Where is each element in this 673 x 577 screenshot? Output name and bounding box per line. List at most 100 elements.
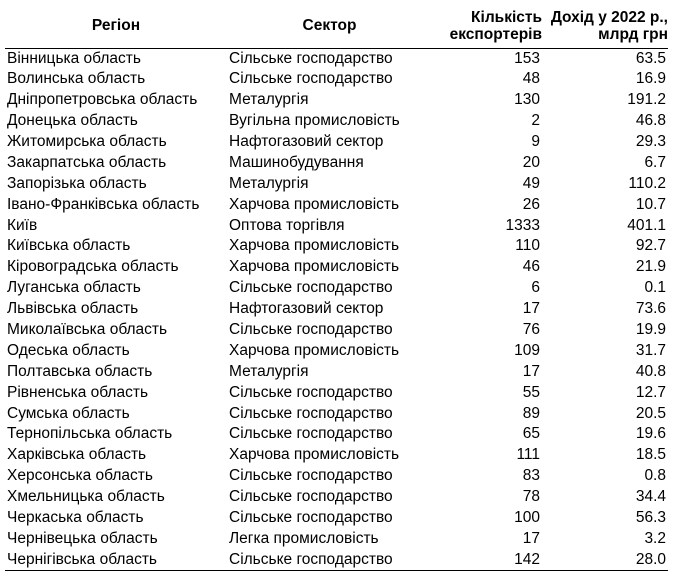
cell-region: Чернігівська область: [5, 549, 227, 571]
table-row: Черкаська область Сільське господарство 10…: [5, 508, 668, 529]
cell-sector: Сільське господарство: [229, 279, 393, 297]
cell-sector: Сільське господарство: [229, 70, 393, 88]
cell-income: 401.1: [627, 216, 666, 234]
cell-income: 40.8: [635, 362, 666, 380]
cell-exporters: 17: [522, 300, 540, 318]
cell-exporters: 48: [522, 70, 540, 88]
header-income-line2: млрд грн: [598, 25, 668, 43]
header-sector: Сектор: [227, 4, 432, 49]
table-row: Луганська область Сільське господарство 6 0…: [5, 278, 668, 299]
cell-income: 46.8: [635, 112, 666, 130]
cell-income: 19.6: [635, 425, 666, 443]
cell-sector: Сільське господарство: [227, 549, 432, 571]
cell-sector: Сільське господарство: [229, 488, 393, 506]
cell-exporters: 153: [514, 49, 540, 67]
cell-income: 29.3: [635, 133, 666, 150]
cell-exporters: 9: [531, 133, 540, 150]
cell-income: 56.3: [635, 509, 666, 527]
table-row: Вінницька область Сільське господарство 15…: [5, 48, 668, 69]
table-row: Тернопільська область Сільське господарст…: [5, 424, 668, 445]
cell-region: Одеська область: [7, 341, 130, 359]
cell-region: Житомирська область: [7, 133, 167, 150]
cell-sector: Нафтогазовий сектор: [229, 133, 384, 150]
cell-sector: Сільське господарство: [229, 383, 393, 401]
cell-region: Вінницька область: [7, 49, 141, 67]
cell-income: 20.5: [635, 404, 666, 422]
cell-exporters: 6: [531, 279, 540, 297]
cell-exporters: 46: [522, 258, 540, 276]
cell-sector: Харчова промисловість: [229, 195, 400, 213]
table-row: Полтавська область Металургія 17 40.8: [5, 361, 668, 382]
cell-exporters: 130: [514, 91, 540, 109]
cell-exporters: 142: [432, 549, 542, 571]
cell-exporters: 65: [522, 425, 540, 443]
cell-income: 31.7: [635, 341, 666, 359]
table-row: Донецька область Вугільна промисловість 2 4…: [5, 111, 668, 132]
cell-sector: Сільське господарство: [229, 404, 393, 422]
cell-exporters: 26: [522, 195, 540, 213]
cell-region: Тернопільська область: [7, 425, 173, 443]
header-row: Регіон Сектор Кількість експортерів Дохі…: [5, 4, 668, 49]
cell-exporters: 17: [522, 362, 540, 380]
cell-sector: Сільське господарство: [229, 321, 393, 339]
table-body: Вінницька область Сільське господарство 15…: [5, 48, 668, 571]
cell-region: Закарпатська область: [7, 153, 167, 171]
cell-exporters: 110: [515, 237, 540, 255]
table-row: Запорізька область Металургія 49 110.2: [5, 173, 668, 194]
table-row: Закарпатська область Машинобудування 20 6.7: [5, 152, 668, 173]
header-income-line1: Дохід у 2022 р.,: [550, 8, 668, 26]
cell-region: Запорізька область: [7, 174, 147, 192]
cell-income: 0.8: [644, 467, 666, 485]
cell-region: Київська область: [7, 237, 131, 255]
cell-region: Київ: [7, 216, 38, 234]
cell-income: 0.1: [644, 279, 666, 297]
cell-sector: Сільське господарство: [229, 467, 393, 485]
cell-sector: Вугільна промисловість: [229, 112, 400, 130]
table-row: Одеська область Харчова промисловість 109 3…: [5, 340, 668, 361]
cell-sector: Оптова торгівля: [229, 216, 345, 234]
cell-income: 19.9: [635, 321, 666, 339]
table-row: Миколаївська область Сільське господарств…: [5, 320, 668, 341]
cell-income: 16.9: [635, 70, 666, 88]
cell-income: 21.9: [635, 258, 666, 276]
cell-exporters: 1333: [505, 216, 540, 234]
table-row: Житомирська область Нафтогазовий сектор 9 2…: [5, 132, 668, 153]
cell-sector: Металургія: [229, 174, 309, 192]
cell-sector: Харчова промисловість: [229, 446, 400, 464]
cell-sector: Легка промисловість: [229, 529, 379, 547]
cell-income: 18.5: [635, 446, 666, 464]
cell-income: 110.2: [628, 174, 666, 192]
cell-income: 34.4: [635, 488, 666, 506]
cell-exporters: 76: [522, 321, 540, 339]
cell-region: Херсонська область: [7, 467, 153, 485]
cell-income: 10.7: [635, 195, 666, 213]
cell-sector: Сільське господарство: [229, 425, 393, 443]
table-row: Хмельницька область Сільське господарство…: [5, 487, 668, 508]
cell-exporters: 20: [522, 153, 540, 171]
cell-income: 3.2: [644, 529, 666, 547]
cell-region: Луганська область: [7, 279, 141, 297]
cell-region: Львівська область: [7, 300, 139, 318]
cell-exporters: 83: [522, 467, 540, 485]
cell-income: 28.0: [542, 549, 668, 571]
cell-income: 191.2: [627, 91, 666, 109]
table-row: Сумська область Сільське господарство 89 20…: [5, 403, 668, 424]
cell-region: Волинська область: [7, 70, 146, 88]
cell-sector: Металургія: [229, 91, 309, 109]
cell-region: Рівненська область: [7, 383, 149, 401]
table-row: Київська область Харчова промисловість 110…: [5, 236, 668, 257]
table-row: Дніпропетровська область Металургія 130 191…: [5, 90, 668, 111]
cell-region: Сумська область: [7, 404, 130, 422]
cell-exporters: 111: [516, 446, 540, 464]
cell-exporters: 55: [522, 383, 540, 401]
header-exporters-line1: Кількість: [471, 8, 542, 26]
table-row: Чернівецька область Легка промисловість 17…: [5, 528, 668, 549]
header-sector-label: Сектор: [302, 17, 357, 35]
table-header: Регіон Сектор Кількість експортерів Дохі…: [5, 4, 668, 49]
cell-region: Дніпропетровська область: [7, 91, 198, 109]
table-row: Київ Оптова торгівля 1333 401.1: [5, 215, 668, 236]
cell-region: Миколаївська область: [7, 321, 168, 339]
cell-exporters: 89: [522, 404, 540, 422]
table-row: Чернігівська область Сільське господарств…: [5, 549, 668, 571]
